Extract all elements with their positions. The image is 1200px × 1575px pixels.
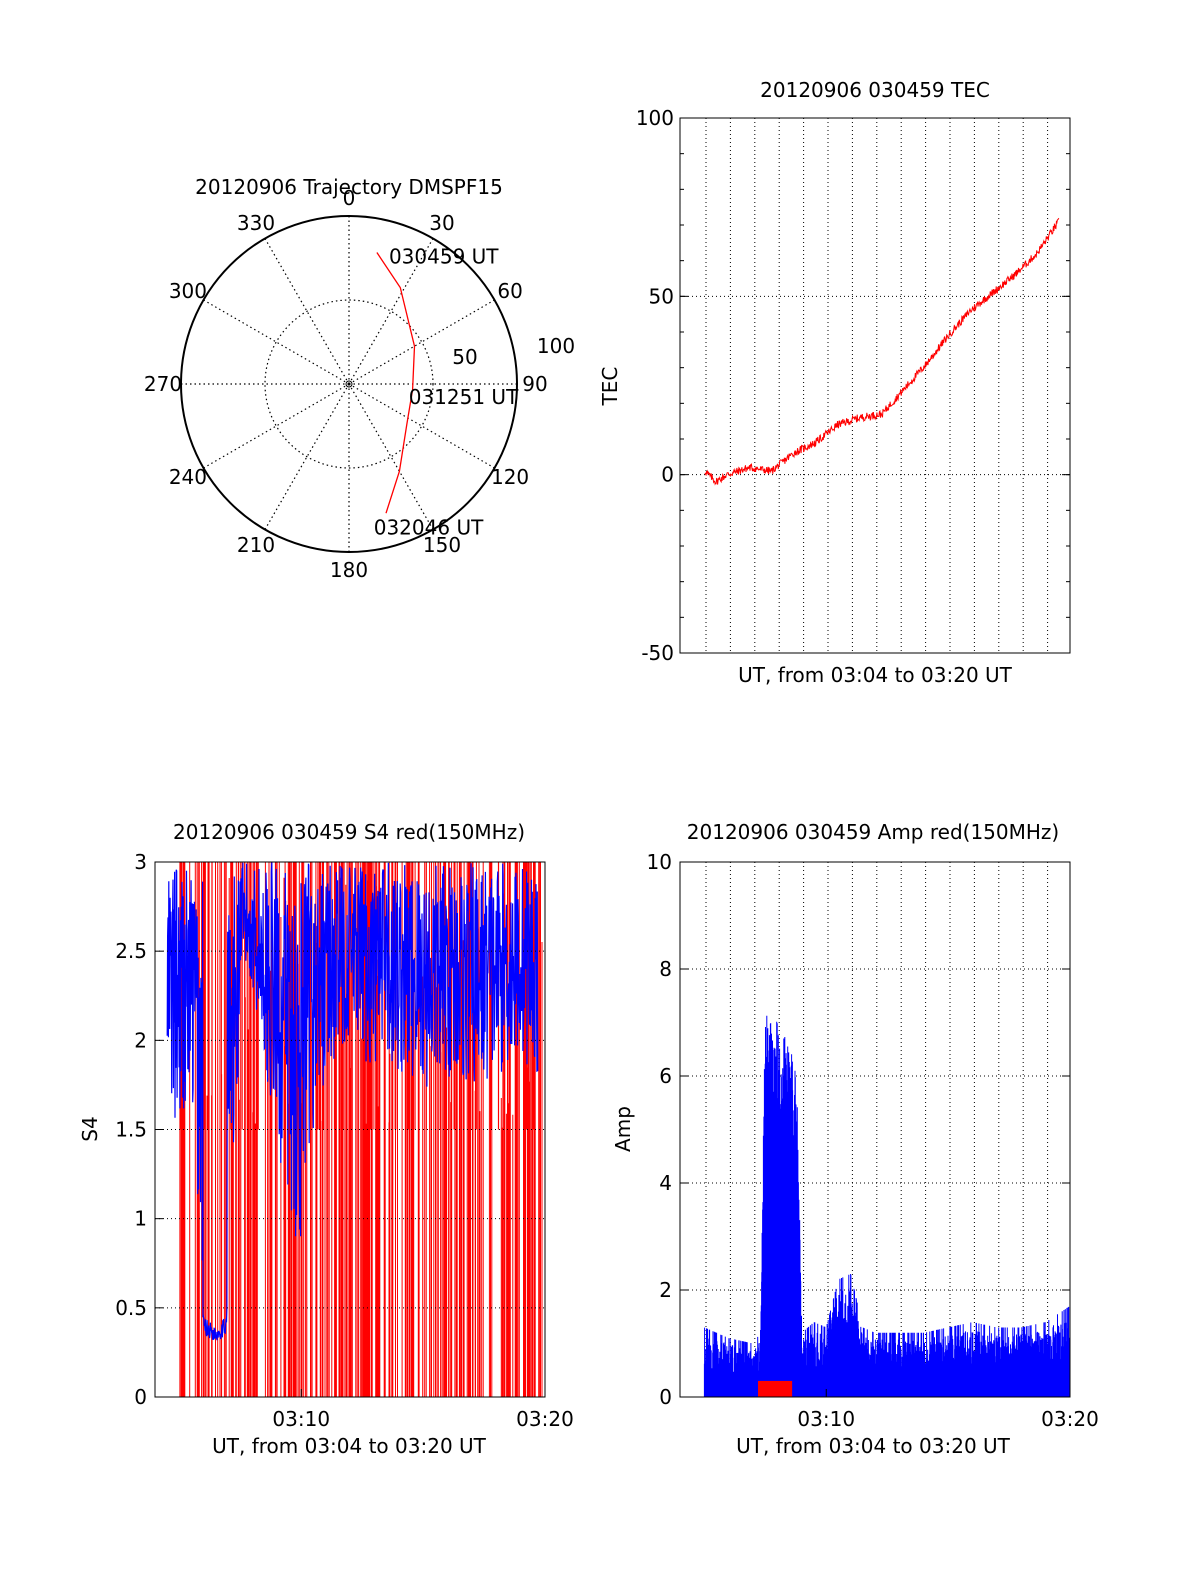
amp-grid (680, 862, 1070, 1397)
polar-spoke (203, 299, 350, 385)
polar-center (345, 380, 353, 388)
s4-blue-series (166, 862, 539, 1341)
tec-y-tick-labels: 100 50 0 -50 (636, 106, 1070, 665)
s4-y-label: S4 (78, 1116, 102, 1141)
polar-angle-label: 330 (237, 211, 275, 235)
s4-frame (154, 861, 546, 1398)
amp-y-tick-label: 4 (659, 1171, 672, 1195)
s4-title: 20120906 030459 S4 red(150MHz) (173, 820, 525, 844)
polar-angle-label: 60 (497, 279, 522, 303)
s4-x-tick-label: 03:10 (272, 1407, 330, 1431)
trajectory-track (376, 252, 416, 514)
polar-angle-label: 30 (429, 211, 454, 235)
polar-spoke (203, 383, 350, 469)
amp-y-tick-label: 2 (659, 1278, 672, 1302)
s4-y-tick-label: 0 (134, 1385, 147, 1409)
polar-spoke (264, 383, 350, 530)
s4-x-tick-label: 03:20 (516, 1407, 574, 1431)
amp-tick-labels: 10 8 6 4 2 0 03:10 03:20 (647, 850, 1099, 1431)
amp-x-tick-label: 03:20 (1041, 1407, 1099, 1431)
amp-x-tick-label: 03:10 (797, 1407, 855, 1431)
trajectory-time-label: 030459 UT (389, 245, 499, 269)
polar-angle-label: 270 (144, 372, 182, 396)
polar-spoke (348, 238, 434, 385)
polar-angle-label: 300 (169, 279, 207, 303)
tec-x-label: UT, from 03:04 to 03:20 UT (738, 663, 1013, 687)
polar-angle-label: 0 (343, 186, 356, 210)
polar-spoke (264, 238, 350, 385)
tec-y-label: TEC (598, 367, 622, 407)
s4-y-tick-label: 2 (134, 1028, 147, 1052)
amp-blue-series (703, 1015, 1071, 1397)
amp-title: 20120906 030459 Amp red(150MHz) (687, 820, 1059, 844)
amp-y-tick-label: 10 (647, 850, 672, 874)
amp-y-label: Amp (611, 1106, 635, 1152)
s4-y-tick-label: 1 (134, 1207, 147, 1231)
polar-angle-label: 150 (423, 533, 461, 557)
polar-angle-label: 240 (169, 465, 207, 489)
polar-angle-label: 210 (237, 533, 275, 557)
s4-grid (155, 950, 545, 1309)
amp-y-tick-label: 6 (659, 1064, 672, 1088)
amp-y-tick-label: 0 (659, 1385, 672, 1409)
polar-angle-label: 120 (491, 465, 529, 489)
tec-title: 20120906 030459 TEC (760, 78, 990, 102)
amp-series (703, 1015, 1071, 1397)
tec-line (704, 217, 1060, 486)
s4-y-tick-label: 2.5 (115, 939, 147, 963)
polar-inner-ring (264, 299, 434, 469)
polar-grid (180, 215, 518, 553)
tec-y-tick-label: -50 (641, 641, 674, 665)
trajectory-annotations: 030459 UT 031251 UT 032046 UT (374, 245, 519, 540)
trajectory-time-label: 031251 UT (409, 385, 519, 409)
trajectory-title: 20120906 Trajectory DMSPF15 (195, 175, 503, 199)
tec-y-tick-label: 50 (649, 284, 674, 308)
amp-y-tick-label: 8 (659, 957, 672, 981)
s4-plot: 20120906 030459 S4 red(150MHz) 3 2.5 2 1.5 1… (78, 820, 574, 1458)
tec-plot: 20120906 030459 TEC 100 50 0 -50 UT, from 0… (598, 78, 1071, 687)
s4-y-tick-label: 0.5 (115, 1296, 147, 1320)
trajectory-polar-plot: 20120906 Trajectory DMSPF15 0 30 60 90 120 15… (144, 175, 575, 582)
tec-frame (679, 117, 1071, 654)
polar-angle-labels: 0 30 60 90 120 150 180 210 240 270 300 330 (144, 186, 548, 582)
s4-y-tick-label: 3 (134, 850, 147, 874)
tec-series (704, 217, 1060, 486)
amp-plot: 20120906 030459 Amp red(150MHz) 10 8 6 4 2 0 0… (611, 820, 1099, 1458)
amp-red-series (758, 1380, 793, 1397)
polar-spoke (348, 383, 434, 530)
trajectory-line (376, 252, 416, 514)
polar-angle-label: 180 (330, 558, 368, 582)
polar-radius-label-50: 50 (452, 345, 477, 369)
amp-frame (679, 861, 1071, 1398)
tec-grid (680, 118, 1070, 653)
tec-y-tick-label: 100 (636, 106, 674, 130)
s4-x-label: UT, from 03:04 to 03:20 UT (212, 1434, 487, 1458)
s4-y-tick-label: 1.5 (115, 1118, 147, 1142)
polar-spoke (348, 383, 495, 469)
polar-angle-label: 90 (522, 372, 547, 396)
polar-spoke (348, 299, 495, 385)
polar-radius-label-100: 100 (537, 334, 575, 358)
trajectory-time-label: 032046 UT (374, 516, 484, 540)
amp-x-label: UT, from 03:04 to 03:20 UT (736, 1434, 1011, 1458)
tec-y-tick-label: 0 (661, 463, 674, 487)
s4-tick-labels: 3 2.5 2 1.5 1 0.5 0 03:10 03:20 (115, 850, 574, 1431)
